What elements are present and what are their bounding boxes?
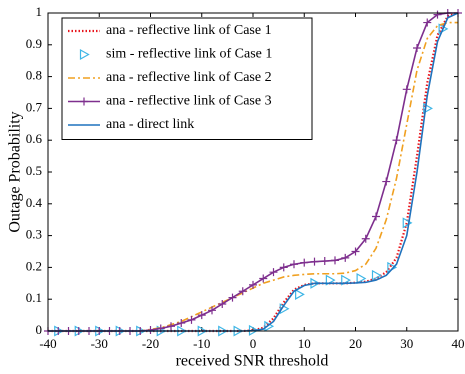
marker [392,136,401,145]
marker [187,315,196,324]
marker [167,322,175,331]
marker [423,102,433,114]
marker [325,274,336,286]
x-tick-label: -30 [91,336,108,351]
marker [310,257,319,266]
marker [197,311,206,320]
marker [300,258,309,267]
y-tick-label: 0.8 [26,68,42,83]
marker [228,293,237,302]
marker [372,212,380,221]
x-tick-label: 30 [400,336,413,351]
plot-frame [47,12,459,332]
legend-label: sim - reflective link of Case 1 [106,47,272,62]
legend-label: ana - reflective link of Case 3 [106,94,272,109]
x-tick-label: 10 [298,336,311,351]
y-axis-label: Outage Probability [7,111,24,232]
x-tick-label: -20 [142,336,159,351]
marker [356,273,367,285]
y-tick-label: 0.6 [26,131,43,146]
marker [218,299,227,308]
y-tick-label: 0.4 [26,195,43,210]
y-tick-label: 0.5 [26,163,42,178]
marker [341,274,351,286]
legend-box [61,17,313,140]
y-tick-label: 0.9 [26,36,42,51]
marker [238,287,247,296]
y-tick-label: 0.7 [26,99,43,114]
y-tick-label: 0.3 [26,227,42,242]
marker [361,234,370,243]
y-tick-label: 0.2 [26,258,42,273]
marker [249,280,257,289]
marker [320,257,329,266]
marker [433,10,442,19]
x-tick-label: -10 [193,336,210,351]
marker [341,253,350,262]
marker [259,274,268,283]
x-tick-label: 0 [250,336,257,351]
legend-label: ana - reflective link of Case 2 [106,70,272,85]
marker [279,303,290,315]
marker [290,260,298,269]
y-tick-label: 0.1 [26,290,42,305]
marker [351,247,360,256]
y-tick-label: 0 [36,322,43,337]
marker [387,261,398,273]
marker [146,326,155,335]
x-tick-label: 40 [452,336,465,351]
marker [382,177,391,186]
marker [295,288,305,300]
legend-label: ana - direct link [106,117,194,132]
marker [269,268,278,277]
marker [177,319,186,328]
x-tick-label: 20 [349,336,362,351]
legend-marker [79,48,90,61]
marker [331,256,339,265]
y-tick-label: 1 [36,4,43,19]
legend-marker [80,97,88,106]
marker [208,306,216,315]
marker [371,269,382,281]
marker [402,217,413,229]
legend-label: ana - reflective link of Case 1 [106,23,272,38]
x-axis-label: received SNR threshold [176,353,329,370]
x-tick-label: -40 [39,336,56,351]
marker [402,85,411,94]
marker [279,263,288,272]
marker [423,18,432,27]
marker [413,43,421,52]
